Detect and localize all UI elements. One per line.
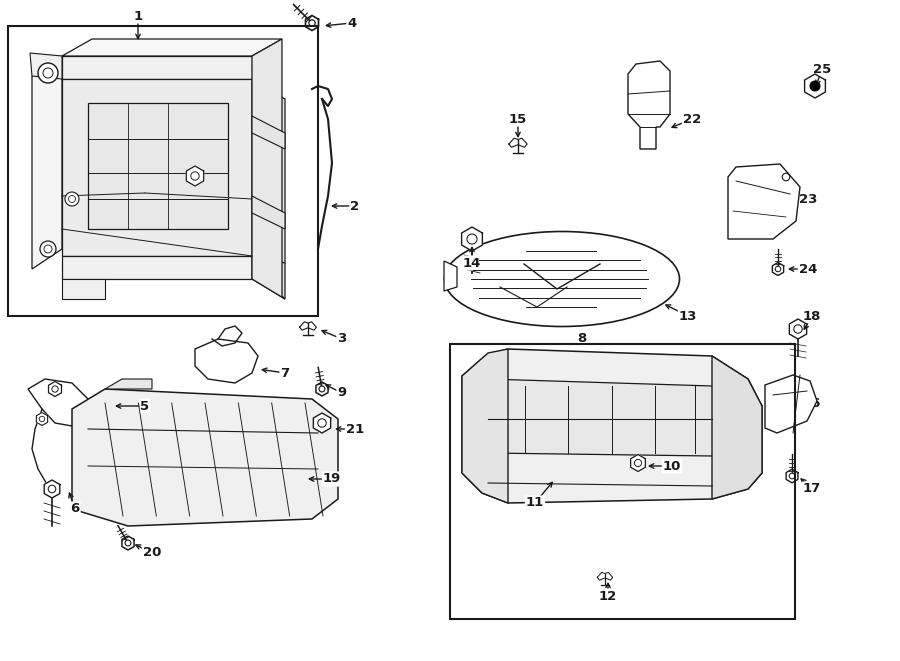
Circle shape (40, 416, 45, 422)
Polygon shape (62, 56, 252, 79)
Text: 7: 7 (281, 366, 290, 379)
Polygon shape (252, 79, 285, 263)
Polygon shape (472, 379, 738, 456)
Circle shape (191, 172, 199, 180)
Polygon shape (105, 379, 152, 389)
Polygon shape (316, 382, 328, 396)
Circle shape (125, 540, 130, 546)
Text: 24: 24 (799, 262, 817, 276)
Polygon shape (765, 375, 817, 433)
Bar (450, 344, 795, 619)
Circle shape (810, 81, 820, 91)
Polygon shape (72, 389, 338, 526)
Text: 16: 16 (803, 397, 821, 410)
Polygon shape (712, 356, 762, 499)
Polygon shape (49, 381, 61, 397)
Circle shape (309, 20, 315, 26)
Polygon shape (462, 349, 762, 503)
Text: 19: 19 (323, 473, 341, 485)
Polygon shape (195, 339, 258, 383)
Polygon shape (252, 116, 285, 149)
Polygon shape (252, 39, 285, 299)
Text: 20: 20 (143, 547, 161, 559)
Text: 4: 4 (347, 17, 356, 30)
Circle shape (38, 63, 58, 83)
Polygon shape (508, 138, 527, 147)
Text: 9: 9 (338, 387, 346, 399)
Polygon shape (805, 74, 825, 98)
Text: 11: 11 (526, 496, 544, 510)
Text: 5: 5 (140, 399, 149, 412)
Polygon shape (62, 279, 105, 299)
Text: 6: 6 (70, 502, 79, 516)
Circle shape (65, 192, 79, 206)
Text: 21: 21 (346, 422, 365, 436)
Text: 23: 23 (799, 192, 817, 206)
Circle shape (810, 81, 820, 91)
Circle shape (789, 473, 795, 479)
Polygon shape (300, 322, 317, 330)
Polygon shape (88, 103, 228, 229)
Polygon shape (32, 56, 62, 269)
Polygon shape (728, 164, 800, 239)
Polygon shape (462, 349, 508, 503)
Polygon shape (186, 166, 203, 186)
Circle shape (40, 241, 56, 257)
Polygon shape (62, 79, 252, 256)
Text: 18: 18 (803, 309, 821, 323)
Text: 14: 14 (463, 256, 482, 270)
Polygon shape (628, 61, 670, 149)
Text: 10: 10 (662, 459, 681, 473)
Circle shape (52, 386, 58, 392)
Polygon shape (62, 39, 282, 56)
Text: 17: 17 (803, 483, 821, 496)
Polygon shape (772, 262, 784, 276)
Polygon shape (28, 379, 88, 426)
Text: 15: 15 (508, 112, 527, 126)
Circle shape (49, 485, 56, 493)
Text: 25: 25 (813, 63, 831, 75)
Polygon shape (62, 256, 252, 279)
Ellipse shape (445, 231, 680, 327)
Polygon shape (44, 480, 59, 498)
Text: 2: 2 (350, 200, 360, 212)
Polygon shape (631, 455, 645, 471)
Polygon shape (313, 413, 330, 433)
Circle shape (634, 459, 642, 467)
Polygon shape (122, 536, 134, 550)
Text: 13: 13 (679, 309, 698, 323)
Polygon shape (789, 319, 806, 339)
Polygon shape (305, 15, 319, 30)
Circle shape (775, 266, 780, 272)
Circle shape (318, 419, 326, 427)
Circle shape (794, 325, 802, 333)
Circle shape (320, 386, 325, 392)
Text: 1: 1 (133, 9, 142, 22)
Bar (8, 26, 318, 316)
Polygon shape (786, 469, 798, 483)
Polygon shape (444, 261, 457, 291)
Polygon shape (462, 227, 482, 251)
Polygon shape (598, 572, 613, 580)
Polygon shape (252, 196, 285, 229)
Polygon shape (36, 412, 48, 426)
Text: 8: 8 (578, 332, 587, 346)
Polygon shape (252, 256, 285, 299)
Text: 12: 12 (598, 590, 617, 602)
Polygon shape (30, 53, 62, 79)
Text: 22: 22 (683, 112, 701, 126)
Text: 3: 3 (338, 332, 346, 346)
Circle shape (467, 234, 477, 244)
